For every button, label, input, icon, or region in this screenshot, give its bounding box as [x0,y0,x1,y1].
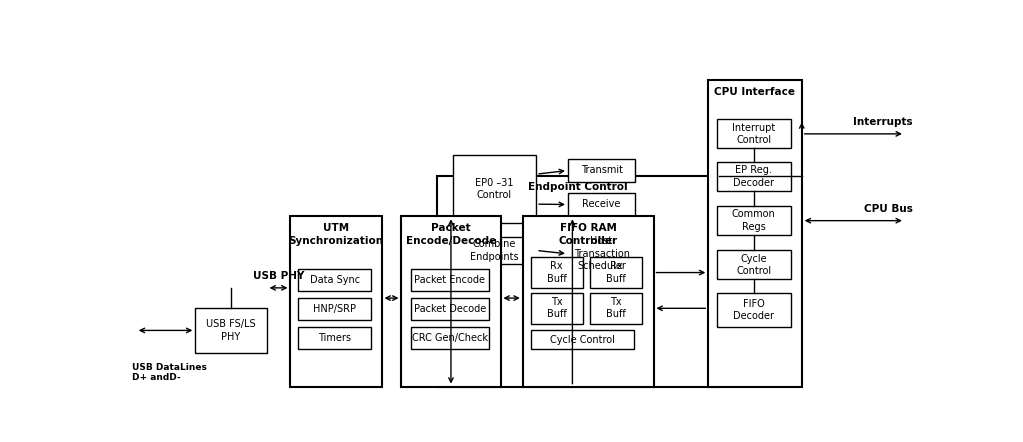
Text: Data Sync: Data Sync [310,275,360,285]
Text: CPU Interface: CPU Interface [714,87,796,97]
Text: Cycle
Control: Cycle Control [737,254,771,276]
Bar [590,293,642,324]
Bar [717,119,791,149]
Text: Tx
Buff: Tx Buff [607,297,626,320]
Text: FIFO RAM
Controller: FIFO RAM Controller [559,223,618,246]
Bar [299,327,371,349]
Text: Host
Transaction
Scheduler: Host Transaction Scheduler [574,236,629,271]
Bar [411,298,489,320]
Text: Combine
Endpoints: Combine Endpoints [471,239,519,262]
Text: Transmit: Transmit [581,165,623,175]
Bar [531,293,583,324]
Text: USB DataLines
D+ andD-: USB DataLines D+ andD- [132,363,207,382]
Text: Rx
Buff: Rx Buff [607,261,626,284]
Text: Common
Regs: Common Regs [731,210,775,232]
Text: FIFO
Decoder: FIFO Decoder [733,299,774,321]
Text: Packet Encode: Packet Encode [414,275,485,285]
Text: Packet Decode: Packet Decode [413,304,486,314]
Text: Interrupt
Control: Interrupt Control [732,123,775,145]
Text: USB FS/LS
PHY: USB FS/LS PHY [206,319,256,342]
Bar [568,159,635,183]
Bar [453,237,536,264]
Bar [717,293,791,327]
Text: CPU Bus: CPU Bus [863,204,913,214]
Bar [708,80,802,387]
Bar [568,193,635,217]
Bar [411,269,489,291]
Text: Tx
Buff: Tx Buff [547,297,567,320]
Bar [299,269,371,291]
Text: USB PHY: USB PHY [253,271,304,281]
Bar [299,298,371,320]
Text: Rx
Buff: Rx Buff [547,261,567,284]
Bar [291,217,382,387]
Bar [401,217,500,387]
Bar [411,327,489,349]
Text: Timers: Timers [318,333,351,343]
Bar [717,162,791,191]
Text: Endpoint Control: Endpoint Control [528,183,628,192]
Text: UTM
Synchronization: UTM Synchronization [288,223,384,246]
Bar [531,257,583,288]
Bar [717,206,791,235]
Text: Interrupts: Interrupts [853,117,913,127]
Bar [717,251,791,279]
Bar [453,155,536,223]
Text: EP0 –31
Control: EP0 –31 Control [476,178,514,200]
Text: Cycle Control: Cycle Control [549,335,615,345]
Bar [437,175,718,387]
Bar [195,309,267,353]
Text: Packet
Encode/Decode: Packet Encode/Decode [406,223,496,246]
Text: EP Reg.
Decoder: EP Reg. Decoder [733,165,774,187]
Text: CRC Gen/Check: CRC Gen/Check [412,333,488,343]
Bar [590,257,642,288]
Bar [531,331,633,349]
Bar [568,237,635,271]
Text: Receive: Receive [582,199,621,210]
Text: HNP/SRP: HNP/SRP [313,304,356,314]
Bar [523,217,654,387]
